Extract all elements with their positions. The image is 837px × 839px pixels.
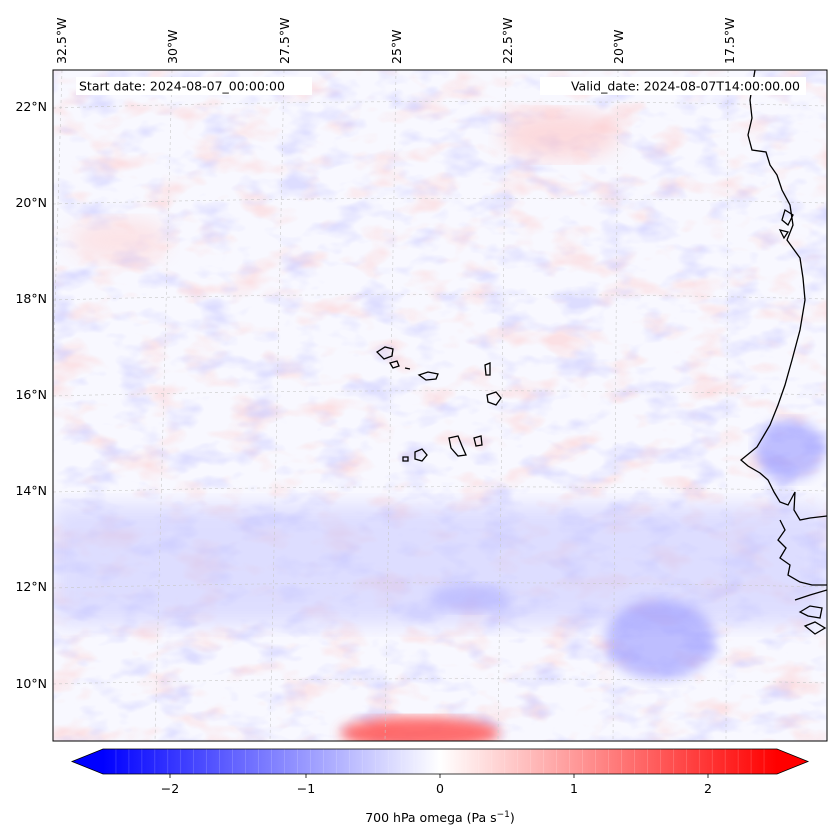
island-santo-antao bbox=[375, 346, 394, 360]
start-date-label: Start date: 2024-08-07_00:00:00 bbox=[79, 79, 285, 94]
island-maio bbox=[473, 435, 483, 447]
island-brava bbox=[402, 456, 409, 462]
lon-axis-labels: 32.5°W 30°W 27.5°W 25°W 22.5°W 20°W 17.5… bbox=[54, 18, 737, 64]
colorbar-label: 700 hPa omega (Pa s−1) bbox=[365, 810, 515, 825]
lat-axis-labels: 22°N 20°N 18°N 16°N 14°N 12°N 10°N bbox=[15, 99, 47, 691]
valid-date-box bbox=[540, 77, 806, 95]
colorbar: −2 −1 0 1 2 700 hPa omega (Pa s−1) bbox=[70, 748, 810, 825]
lat-label: 18°N bbox=[15, 291, 47, 306]
map-panel: Start date: 2024-08-07_00:00:00 Valid_da… bbox=[52, 69, 828, 742]
lat-label: 16°N bbox=[15, 387, 47, 402]
omega-blue-patch bbox=[605, 600, 715, 680]
colorbar-tick: −1 bbox=[297, 781, 315, 796]
island-santa-luzia bbox=[404, 367, 411, 370]
island-santiago bbox=[448, 435, 467, 457]
colorbar-high-extend bbox=[777, 749, 808, 774]
lon-label: 32.5°W bbox=[54, 18, 69, 64]
colorbar-tick: 1 bbox=[570, 781, 578, 796]
coastline bbox=[375, 70, 827, 635]
lat-label: 12°N bbox=[15, 579, 47, 594]
lat-label: 22°N bbox=[15, 99, 47, 114]
lon-label: 25°W bbox=[389, 29, 404, 64]
west-africa-coast bbox=[739, 70, 827, 521]
colorbar-low-extend bbox=[72, 749, 103, 774]
omega-blue-patch-3 bbox=[430, 584, 510, 612]
lat-label: 14°N bbox=[15, 483, 47, 498]
omega-red-patch-2 bbox=[70, 218, 170, 262]
lon-label: 22.5°W bbox=[500, 18, 515, 64]
omega-red-patch bbox=[500, 110, 620, 160]
colorbar-outline bbox=[70, 748, 810, 775]
island-fogo bbox=[414, 448, 428, 462]
colorbar-tick: −2 bbox=[161, 781, 179, 796]
map-frame bbox=[52, 69, 828, 742]
gridlines bbox=[53, 70, 827, 741]
colorbar-tick: 2 bbox=[704, 781, 712, 796]
colorbar-tick: 0 bbox=[436, 781, 444, 796]
island-sal bbox=[484, 362, 491, 376]
island-sao-nicolau bbox=[417, 371, 439, 381]
lon-label: 27.5°W bbox=[277, 18, 292, 64]
lat-label: 20°N bbox=[15, 195, 47, 210]
island-sao-vicente bbox=[389, 360, 400, 369]
lon-label: 30°W bbox=[165, 29, 180, 64]
start-date-box bbox=[76, 77, 312, 95]
island-boa-vista bbox=[486, 391, 502, 406]
lon-label: 17.5°W bbox=[722, 18, 737, 64]
omega-blue-patch-2 bbox=[755, 420, 825, 480]
lat-label: 10°N bbox=[15, 676, 47, 691]
omega-red-blob bbox=[340, 717, 500, 741]
valid-date-label: Valid_date: 2024-08-07T14:00:00.00 bbox=[571, 79, 800, 94]
lon-label: 20°W bbox=[611, 29, 626, 64]
colorbar-gradient bbox=[103, 749, 777, 774]
